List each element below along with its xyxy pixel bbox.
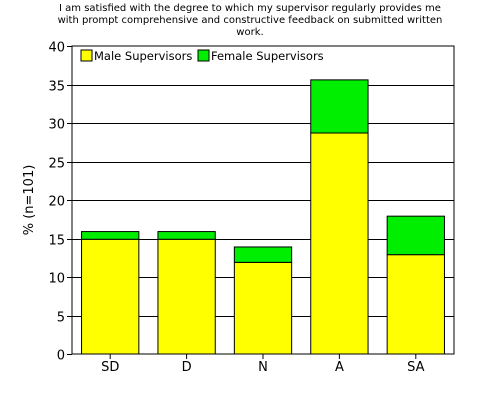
bar-d-male xyxy=(157,238,216,355)
x-tick-label: SA xyxy=(407,360,424,375)
bar-n-female xyxy=(233,246,293,263)
bar-n-male xyxy=(233,261,293,355)
legend-swatch-male xyxy=(80,49,93,62)
x-axis-ticks: SD D N A SA xyxy=(101,354,425,375)
y-axis-ticks: 0 5 10 15 20 25 30 35 40 xyxy=(48,41,72,364)
y-tick-label: 30 xyxy=(48,118,65,133)
legend: Male Supervisors Female Supervisors xyxy=(80,49,324,63)
chart-title-line: with prompt comprehensive and constructi… xyxy=(57,15,443,26)
bar-sd-female xyxy=(81,231,140,240)
bar-a-female xyxy=(310,79,369,134)
bar-d-female xyxy=(157,231,216,240)
legend-label-male: Male Supervisors xyxy=(94,49,192,63)
y-tick-label: 20 xyxy=(48,195,65,210)
chart-title-line: work. xyxy=(236,27,264,38)
bar-a-male xyxy=(310,132,369,355)
chart-title-line: I am satisfied with the degree to which … xyxy=(59,3,441,14)
y-tick-label: 15 xyxy=(48,234,65,249)
y-tick-label: 25 xyxy=(48,157,65,172)
y-axis-label: % (n=101) xyxy=(22,165,37,236)
y-tick-label: 40 xyxy=(48,41,65,56)
y-tick-label: 10 xyxy=(48,272,65,287)
legend-swatch-female xyxy=(197,49,210,62)
x-tick-label: A xyxy=(335,360,344,375)
bar-sa-male xyxy=(386,254,445,355)
y-tick-label: 35 xyxy=(48,80,65,95)
x-tick-label: N xyxy=(258,360,268,375)
chart-title: I am satisfied with the degree to which … xyxy=(0,3,500,39)
x-tick-label: SD xyxy=(101,360,119,375)
bar-sa-female xyxy=(386,215,445,256)
y-tick-label: 5 xyxy=(57,311,65,326)
legend-label-female: Female Supervisors xyxy=(211,49,324,63)
bar-sd-male xyxy=(81,238,140,355)
x-tick-label: D xyxy=(182,360,192,375)
bars xyxy=(81,79,445,355)
y-tick-label: 0 xyxy=(57,349,65,364)
